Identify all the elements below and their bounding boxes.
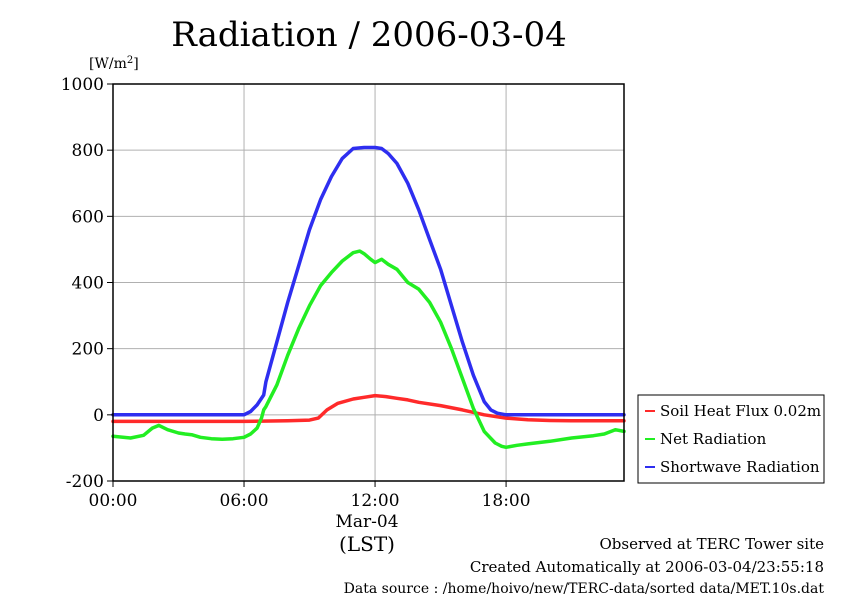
x-tick-label: 00:00 [89,491,138,511]
x-tick-label: 18:00 [482,491,531,511]
y-tick-label: 1000 [61,75,104,95]
y-tick-label: 400 [72,274,104,294]
legend: Soil Heat Flux 0.02m Net Radiation Shortwa… [637,394,825,484]
y-tick-label: 800 [72,141,104,161]
series-line-shortwave-radiation [111,145,626,417]
x-axis: 00:00 06:00 12:00 18:00 [89,481,531,511]
grid-lines [113,84,624,481]
x-tick-label: 06:00 [220,491,269,511]
y-tick-label: 0 [93,406,104,426]
y-axis: -200 0 200 400 600 800 1000 [61,75,113,492]
legend-label: Net Radiation [660,430,767,448]
series-line-soil-heat-flux-0-02m [111,393,626,424]
legend-label: Shortwave Radiation [660,458,820,476]
legend-label: Soil Heat Flux 0.02m [660,402,821,420]
y-tick-label: 600 [72,207,104,227]
footer-created: Created Automatically at 2006-03-04/23:5… [469,558,824,576]
y-tick-label: 200 [72,340,104,360]
x-axis-date-label: Mar-04 [335,512,398,532]
chart-title: Radiation / 2006-03-04 [171,15,567,55]
x-tick-label: 12:00 [351,491,400,511]
y-tick-label: -200 [66,472,104,492]
series-layer [111,145,626,450]
footer-observed: Observed at TERC Tower site [599,535,824,553]
y-axis-unit-label: [W/m2] [89,55,139,72]
legend-box [637,394,825,484]
x-axis-label: (LST) [339,532,395,556]
series-line-net-radiation [111,249,626,450]
footer-source: Data source : /home/hoivo/new/TERC-data/… [343,581,824,597]
